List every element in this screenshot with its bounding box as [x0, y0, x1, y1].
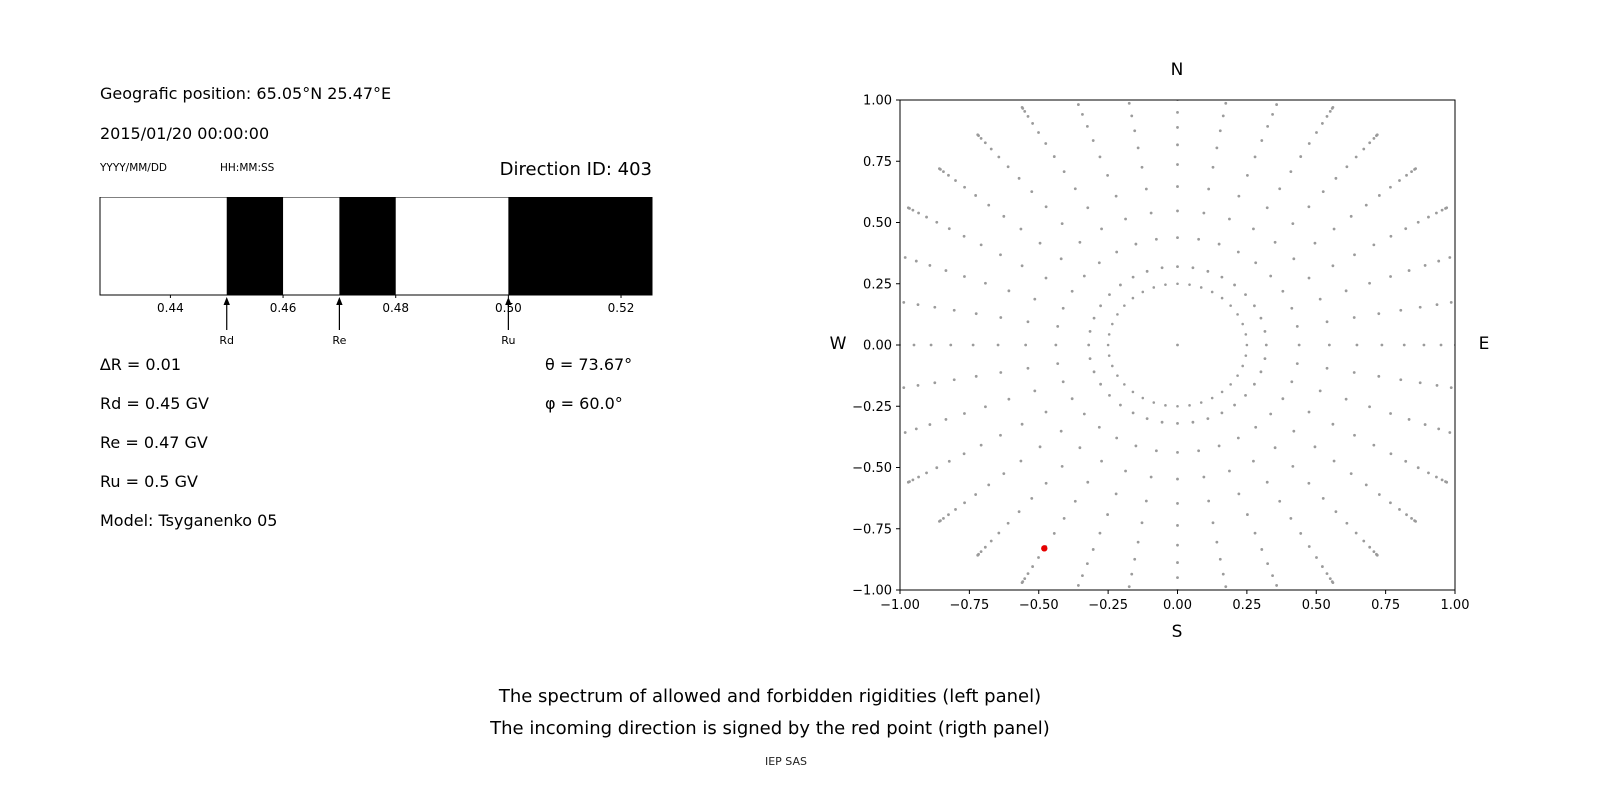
y-tick-label: −0.50 [852, 461, 892, 476]
cutoff-label: Rd [219, 334, 234, 347]
x-tick-label: −0.50 [1019, 598, 1059, 613]
y-tick-label: 0.75 [863, 155, 892, 170]
date-format-label: YYYY/MM/DD [100, 162, 168, 174]
y-tick-label: 0.25 [863, 277, 892, 292]
x-tick-label: 0.46 [270, 301, 297, 315]
x-tick-label: 0.48 [382, 301, 409, 315]
x-tick-label: 0.25 [1232, 598, 1261, 613]
spectrum-frame [99, 197, 653, 296]
incoming-direction-plot: −1.00 −0.75 −0.50 −0.25 0.00 0.25 0.50 0.75 1.00… [852, 94, 1470, 614]
x-tick-label: −1.00 [880, 598, 920, 613]
cutoff-arrowhead [223, 297, 230, 305]
geographic-position-text: Geografic position: 65.05°N 25.47°E [100, 84, 392, 103]
forbidden-band [339, 197, 396, 295]
forbidden-band [226, 197, 284, 295]
x-tick-label: 0.52 [608, 301, 635, 315]
y-tick-label: −0.25 [852, 400, 892, 415]
param-rd: Rd = 0.45 GV [100, 394, 209, 413]
cutoff-label: Re [332, 334, 346, 347]
param-theta: θ = 73.67° [545, 355, 633, 374]
x-tick-label: −0.75 [949, 598, 989, 613]
datetime-text: 2015/01/20 00:00:00 [100, 124, 270, 143]
y-tick-label: 0.50 [863, 216, 892, 231]
param-delta-r: ∆R = 0.01 [100, 355, 182, 374]
caption-line-2: The incoming direction is signed by the … [490, 718, 1050, 739]
direction-label-east: E [1478, 334, 1490, 354]
y-tick-label: 1.00 [863, 94, 892, 109]
x-tick-label: 0.75 [1371, 598, 1400, 613]
y-tick-label: 0.00 [863, 339, 892, 354]
x-tick-label: 0.50 [1302, 598, 1331, 613]
param-phi: φ = 60.0° [545, 394, 623, 413]
param-re: Re = 0.47 GV [100, 433, 208, 452]
direction-label-west: W [829, 334, 847, 354]
forbidden-band [508, 197, 652, 295]
cutoff-label: Ru [501, 334, 515, 347]
x-tick-label: 1.00 [1441, 598, 1470, 613]
param-ru: Ru = 0.5 GV [100, 472, 198, 491]
param-model: Model: Tsyganenko 05 [100, 511, 278, 530]
direction-label-south: S [1171, 622, 1183, 642]
scatter-dots [900, 100, 1455, 590]
y-tick-label: −0.75 [852, 522, 892, 537]
x-tick-label: −0.25 [1088, 598, 1128, 613]
y-tick-label: −1.00 [852, 584, 892, 599]
time-format-label: HH:MM:SS [220, 162, 275, 174]
x-tick-label: 0.00 [1163, 598, 1192, 613]
cutoff-arrowhead [336, 297, 343, 305]
x-tick-label: 0.44 [157, 301, 184, 315]
credit-text: IEP SAS [764, 755, 808, 768]
direction-label-north: N [1170, 60, 1184, 80]
direction-id-text: Direction ID: 403 [499, 159, 652, 180]
cutoff-arrowhead [505, 297, 512, 305]
red-incoming-direction-point [1041, 545, 1048, 552]
caption-line-1: The spectrum of allowed and forbidden ri… [498, 686, 1042, 707]
